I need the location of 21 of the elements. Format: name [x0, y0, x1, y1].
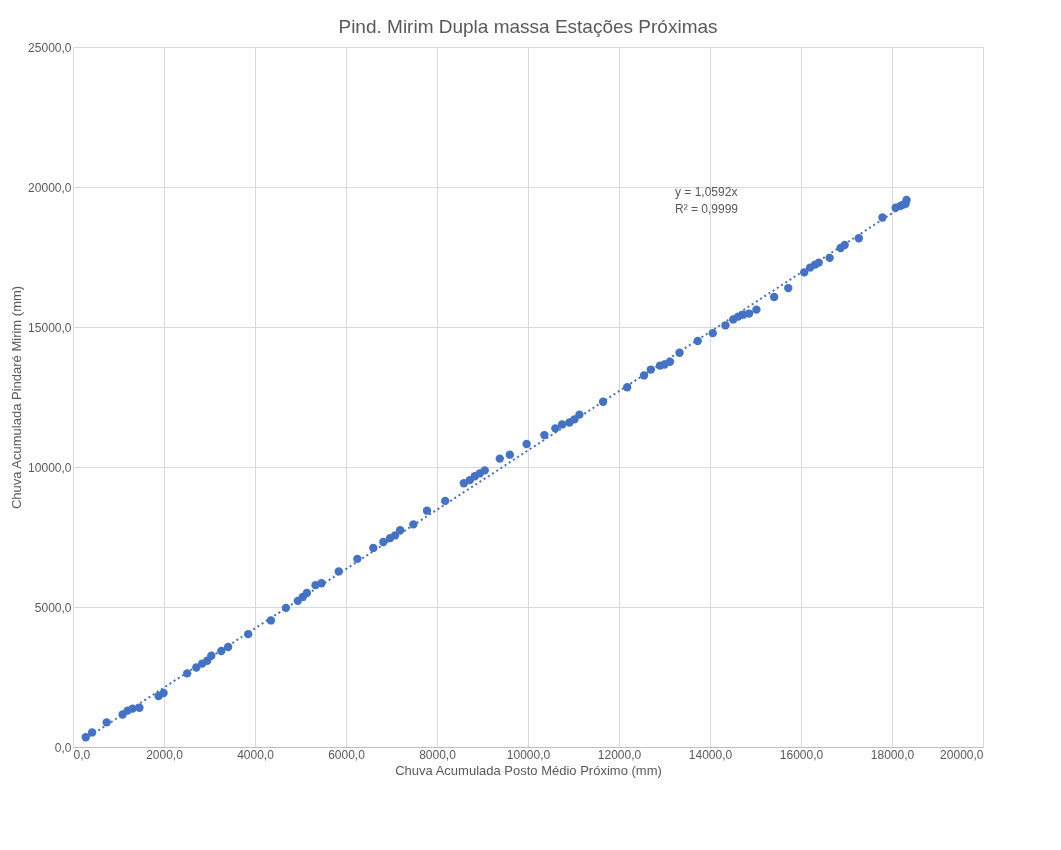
y-tick-label: 20000,0	[28, 180, 72, 195]
x-tick-label: 18000,0	[870, 747, 915, 762]
y-axis-title: Chuva Acumulada Pindaré Mirim (mm)	[9, 285, 25, 510]
x-tick-label: 8000,0	[419, 747, 457, 762]
chart-title: Pind. Mirim Dupla massa Estações Próximas	[338, 16, 718, 37]
x-tick-label: 2000,0	[146, 747, 184, 762]
x-axis-title: Chuva Acumulada Posto Médio Próximo (mm)	[395, 762, 662, 778]
x-tick-label: 12000,0	[597, 747, 642, 762]
annotation: R² = 0,9999	[675, 202, 739, 216]
x-tick-label: 14000,0	[688, 747, 733, 762]
x-tick-label: 4000,0	[237, 747, 275, 762]
x-tick-label: 0,0	[73, 747, 91, 762]
y-tick-label: 5000,0	[34, 600, 72, 615]
x-tick-label: 10000,0	[506, 747, 551, 762]
y-tick-label: 15000,0	[28, 320, 72, 335]
y-tick-label: 25000,0	[28, 40, 72, 55]
y-tick-label: 10000,0	[28, 460, 72, 475]
x-tick-label: 6000,0	[328, 747, 366, 762]
x-tick-label: 16000,0	[779, 747, 824, 762]
x-tick-label: 20000,0	[940, 747, 984, 762]
annotation: y = 1,0592x	[675, 185, 738, 199]
